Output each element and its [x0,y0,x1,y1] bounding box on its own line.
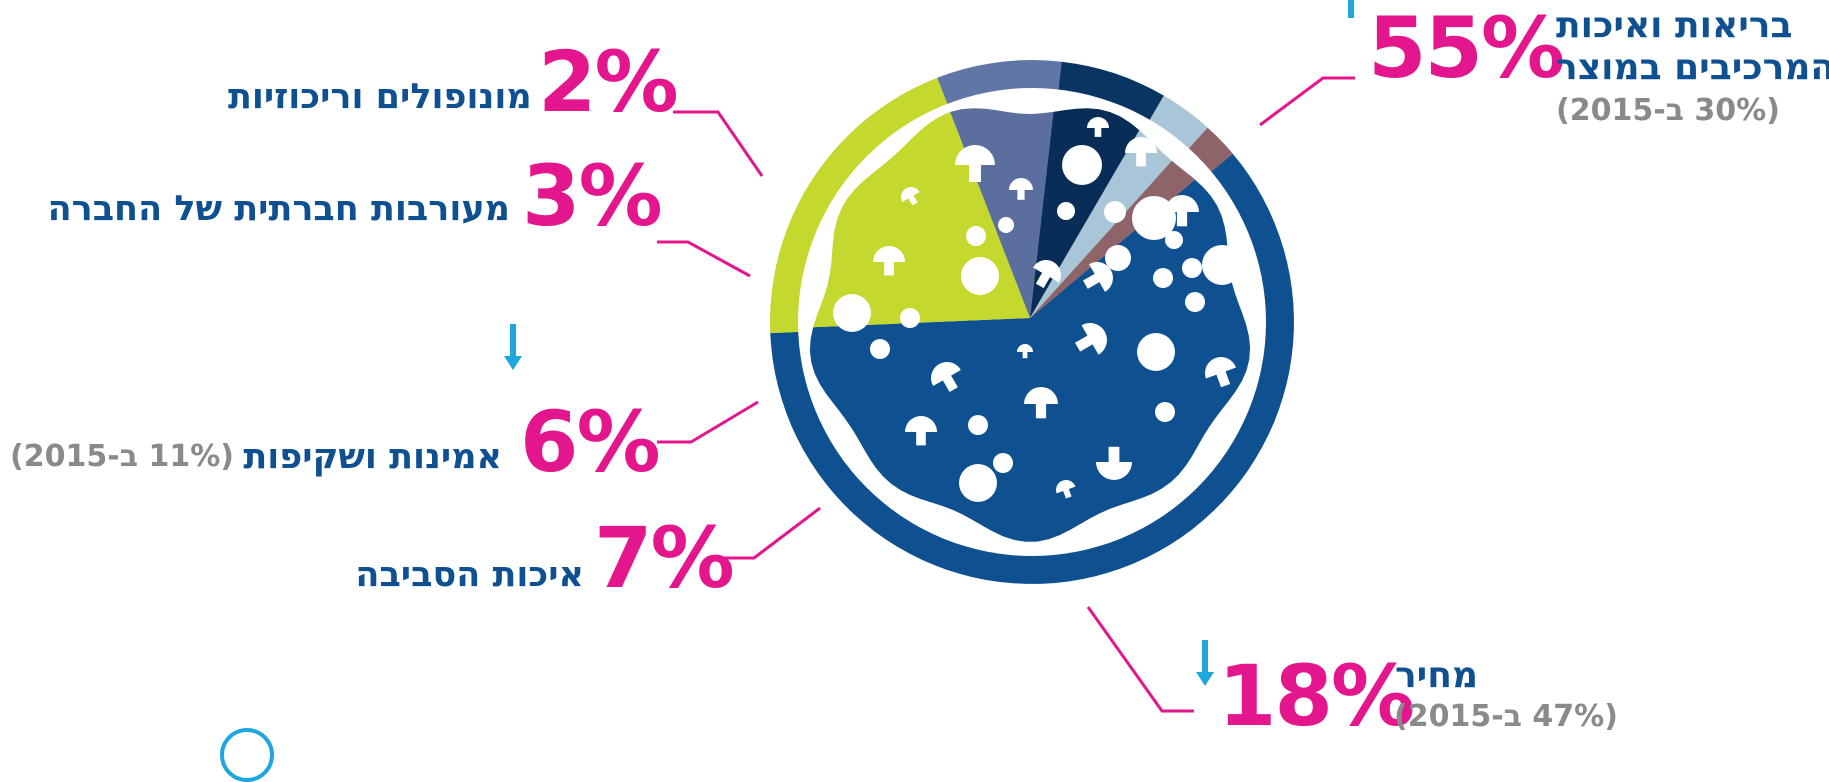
topping-dot-7 [1202,245,1242,285]
topping-dot-10 [961,257,999,295]
topping-dot-13 [1137,333,1175,371]
mushroom-4 [1165,195,1199,227]
topping-dot-2 [1132,196,1176,240]
slice-name-price: מחיר [1394,655,1478,696]
trend-up-icon [1342,0,1360,18]
leader-line-0 [1259,76,1355,127]
topping-dot-16 [900,308,920,328]
leader-line-1 [673,110,764,177]
slice-label-trust [504,324,522,429]
slice-previous-health: (30% ב-2015) [1556,93,1780,128]
mushroom-15 [1017,344,1033,359]
topping-dot-6 [1105,245,1131,271]
mushroom-13 [1056,480,1076,499]
slice-label-health [1342,0,1360,55]
topping-dot-20 [959,464,997,502]
mushroom-0 [955,145,995,182]
mushroom-11 [931,362,961,393]
slice-percent-monopolies: 2% [538,33,679,131]
leader-line-2 [657,240,751,278]
topping-dot-9 [1182,258,1202,278]
topping-dot-19 [993,453,1013,473]
mushroom-9 [1205,357,1237,388]
mushroom-14 [905,416,937,446]
pie-slice-4 [1030,130,1172,318]
topping-dot-4 [998,217,1014,233]
trend-down-icon [1196,640,1214,686]
slice-label-price [1196,640,1214,731]
slice-name-trust: אמינות ושקיפות [243,437,502,477]
leader-line-4 [722,506,821,560]
topping-dot-18 [968,415,988,435]
slice-percent-health: 55% [1368,0,1565,97]
slice-percent-environment: 7% [594,509,735,607]
slice-name-health-line1: בריאות ואיכות [1556,5,1793,46]
leader-line-5 [1086,606,1194,713]
topping-dot-0 [1062,145,1102,185]
topping-dot-17 [870,339,890,359]
leader-line-3 [657,400,759,444]
slice-percent-price: 18% [1218,647,1415,745]
mushroom-toppings [833,117,1242,502]
mushroom-1 [1009,178,1033,200]
mushroom-5 [901,187,920,206]
topping-dot-15 [833,294,871,332]
trend-down-icon [504,324,522,370]
topping-dot-14 [1155,402,1175,422]
mushroom-6 [1033,260,1061,289]
topping-dot-12 [1185,292,1205,312]
mushroom-7 [1082,262,1113,292]
slice-name-monopolies: מונופולים וריכוזיות [228,77,532,117]
slice-percent-social: 3% [522,147,663,245]
slice-previous-trust: (11% ב-2015) [10,439,234,474]
topping-dot-5 [966,226,986,246]
slice-name-environment: איכות הסביבה [355,555,584,595]
leader-lines [657,76,1355,713]
mushroom-8 [1075,323,1107,355]
slice-percent-trust: 6% [520,393,661,491]
slice-name-social: מעורבות חברתית של החברה [47,189,510,229]
topping-dot-11 [1153,268,1173,288]
mushroom-10 [1024,387,1058,419]
topping-dot-3 [1057,202,1075,220]
mushroom-2 [1087,117,1109,137]
slice-name-health-line2: המרכיבים במוצר [1556,47,1829,88]
mushroom-3 [1125,137,1157,167]
pizza-pie-chart [657,60,1355,713]
slice-previous-price: (47% ב-2015) [1394,699,1618,734]
partial-circle-icon [220,728,274,782]
pie-slice-0 [809,179,1251,542]
mushroom-16 [873,246,905,276]
mushroom-12 [1096,446,1132,480]
topping-dot-8 [1165,231,1183,249]
topping-dot-1 [1104,201,1126,223]
